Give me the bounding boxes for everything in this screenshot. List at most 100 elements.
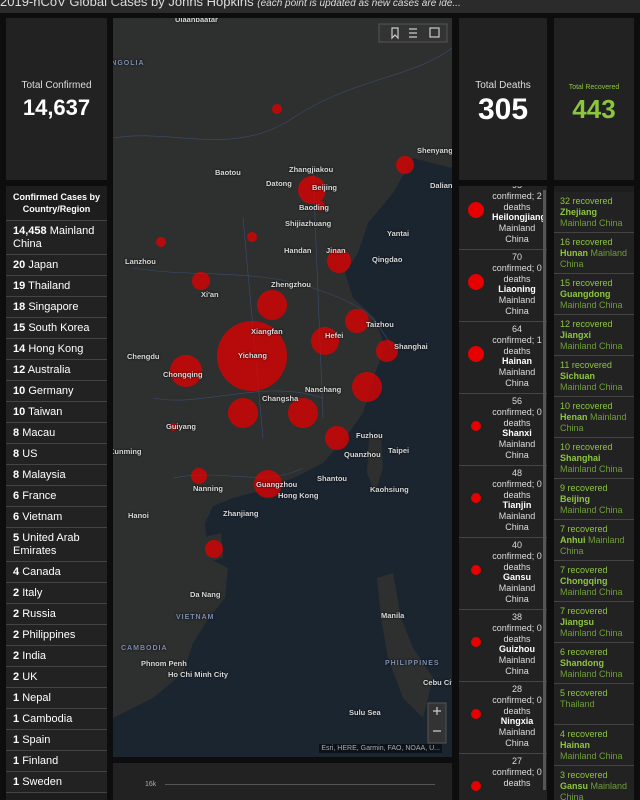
country-name: Mainland China bbox=[13, 225, 95, 250]
death-row: 95 confirmed; 2 deaths Heilongjiang Main… bbox=[459, 186, 547, 250]
country-count: 18 bbox=[13, 301, 26, 313]
death-place: Heilongjiang bbox=[492, 212, 546, 223]
country-row: 18 Singapore bbox=[6, 297, 107, 318]
death-dot bbox=[471, 709, 481, 719]
map-label: Baotou bbox=[215, 168, 241, 177]
country-count: 2 bbox=[13, 671, 20, 683]
country-count: 2 bbox=[13, 587, 20, 599]
deaths-list[interactable]: 95 confirmed; 2 deaths Heilongjiang Main… bbox=[459, 186, 547, 800]
death-dot bbox=[468, 202, 484, 218]
recovered-region: Mainland China bbox=[560, 382, 623, 392]
country-count: 2 bbox=[13, 629, 20, 641]
country-count: 8 bbox=[13, 427, 20, 439]
recovered-region: Mainland China bbox=[560, 535, 625, 556]
recovered-count: 7 recovered bbox=[560, 606, 608, 616]
recovered-place: Shandong bbox=[560, 658, 604, 668]
recovered-region: Thailand bbox=[560, 699, 595, 709]
map-label: VIETNAM bbox=[176, 614, 215, 621]
recovered-region: Mainland China bbox=[560, 628, 623, 638]
recovered-region: Mainland China bbox=[560, 464, 623, 474]
country-list[interactable]: Confirmed Cases by Country/Region 14,458… bbox=[6, 186, 107, 800]
death-text: 27 confirmed; 0 deaths bbox=[492, 756, 542, 788]
map-label: Baoding bbox=[299, 203, 329, 212]
map-label: Phnom Penh bbox=[141, 659, 187, 668]
country-count: 14,458 bbox=[13, 225, 47, 237]
death-place: Ningxia bbox=[500, 716, 534, 727]
country-row: 6 France bbox=[6, 486, 107, 507]
country-row: 19 Thailand bbox=[6, 276, 107, 297]
death-dot bbox=[471, 637, 481, 647]
death-region: Mainland China bbox=[498, 655, 536, 676]
death-confirmed: 64 confirmed; bbox=[492, 324, 535, 345]
recovered-row: 6 recovered Shandong Mainland China bbox=[554, 643, 634, 684]
recovered-region: Mainland China bbox=[560, 412, 627, 433]
death-confirmed: 40 confirmed; bbox=[492, 540, 535, 561]
header-subtitle: (each point is updated as new cases are … bbox=[257, 0, 461, 9]
map[interactable]: MONGOLIA Ulaanbaatar Baotou Datong Zhangjiak… bbox=[113, 18, 452, 757]
death-row: 64 confirmed; 1 deaths Hainan Mainland C… bbox=[459, 322, 547, 394]
country-name: Malaysia bbox=[22, 469, 66, 481]
recovered-region: Mainland China bbox=[560, 505, 623, 515]
death-row: 70 confirmed; 0 deaths Liaoning Mainland… bbox=[459, 250, 547, 322]
country-name: Canada bbox=[22, 566, 61, 578]
country-name: Thailand bbox=[28, 280, 71, 292]
country-row: 20 Japan bbox=[6, 255, 107, 276]
recovered-count: 32 recovered bbox=[560, 196, 613, 206]
country-row: 4 Canada bbox=[6, 562, 107, 583]
map-label: Chongqing bbox=[163, 370, 203, 379]
country-count: 2 bbox=[13, 608, 20, 620]
recovered-place: Anhui bbox=[560, 535, 586, 545]
recovered-row: 4 recovered Hainan Mainland China bbox=[554, 725, 634, 766]
death-region: Mainland China bbox=[498, 583, 536, 604]
map-label: Jinan bbox=[326, 246, 346, 255]
death-place: Gansu bbox=[502, 572, 531, 583]
death-region: Mainland China bbox=[498, 223, 536, 244]
map-label: Quanzhou bbox=[344, 450, 381, 459]
country-count: 1 bbox=[13, 713, 20, 725]
map-label: Shantou bbox=[317, 474, 347, 483]
deaths-panel: Total Deaths 305 bbox=[459, 18, 547, 180]
death-place: Guizhou bbox=[499, 644, 535, 655]
map-attribution: Esri, HERE, Garmin, FAO, NOAA, U... bbox=[319, 744, 442, 753]
country-count: 10 bbox=[13, 406, 26, 418]
recovered-row: 15 recovered Guangdong Mainland China bbox=[554, 274, 634, 315]
country-name: Sweden bbox=[22, 776, 62, 788]
recovered-region: Mainland China bbox=[560, 300, 623, 310]
recovered-count: 11 recovered bbox=[560, 360, 612, 370]
map-label: Hanoi bbox=[128, 511, 149, 520]
map-label: Qingdao bbox=[372, 255, 403, 264]
recovered-region: Mainland China bbox=[560, 587, 623, 597]
death-region: Mainland China bbox=[498, 511, 536, 532]
map-label: Zhanjiang bbox=[223, 509, 259, 518]
country-count: 8 bbox=[13, 448, 20, 460]
map-label: PHILIPPINES bbox=[385, 660, 440, 667]
country-name: South Korea bbox=[28, 322, 90, 334]
recovered-row: 32 recovered Zhejiang Mainland China bbox=[554, 192, 634, 233]
confirmed-label: Total Confirmed bbox=[21, 80, 92, 91]
death-count: 0 deaths bbox=[503, 262, 542, 284]
country-count: 12 bbox=[13, 364, 26, 376]
map-label: Nanchang bbox=[305, 385, 342, 394]
recovered-count: 4 recovered bbox=[560, 729, 608, 739]
country-count: 6 bbox=[13, 511, 20, 523]
map-label: Dalian bbox=[430, 181, 452, 190]
map-label: Zhangjiakou bbox=[289, 165, 334, 174]
recovered-list[interactable]: 32 recovered Zhejiang Mainland China 16 r… bbox=[554, 186, 634, 800]
recovered-row: 12 recovered Jiangxi Mainland China bbox=[554, 315, 634, 356]
death-dot bbox=[471, 565, 481, 575]
recovered-label: Total Recovered bbox=[568, 84, 620, 91]
country-row: 15 South Korea bbox=[6, 318, 107, 339]
map-label: Datong bbox=[266, 179, 292, 188]
deaths-value: 305 bbox=[477, 93, 529, 126]
country-row: 1 Sweden bbox=[6, 772, 107, 793]
map-label: Hong Kong bbox=[278, 491, 319, 500]
recovered-place: Guangdong bbox=[560, 289, 611, 299]
recovered-place: Hainan bbox=[560, 740, 591, 750]
recovered-row: 11 recovered Sichuan Mainland China bbox=[554, 356, 634, 397]
scrollbar[interactable] bbox=[543, 190, 546, 790]
death-confirmed: 70 confirmed; bbox=[492, 252, 535, 273]
deaths-label: Total Deaths bbox=[475, 80, 531, 91]
country-name: France bbox=[22, 490, 57, 502]
country-count: 2 bbox=[13, 650, 20, 662]
